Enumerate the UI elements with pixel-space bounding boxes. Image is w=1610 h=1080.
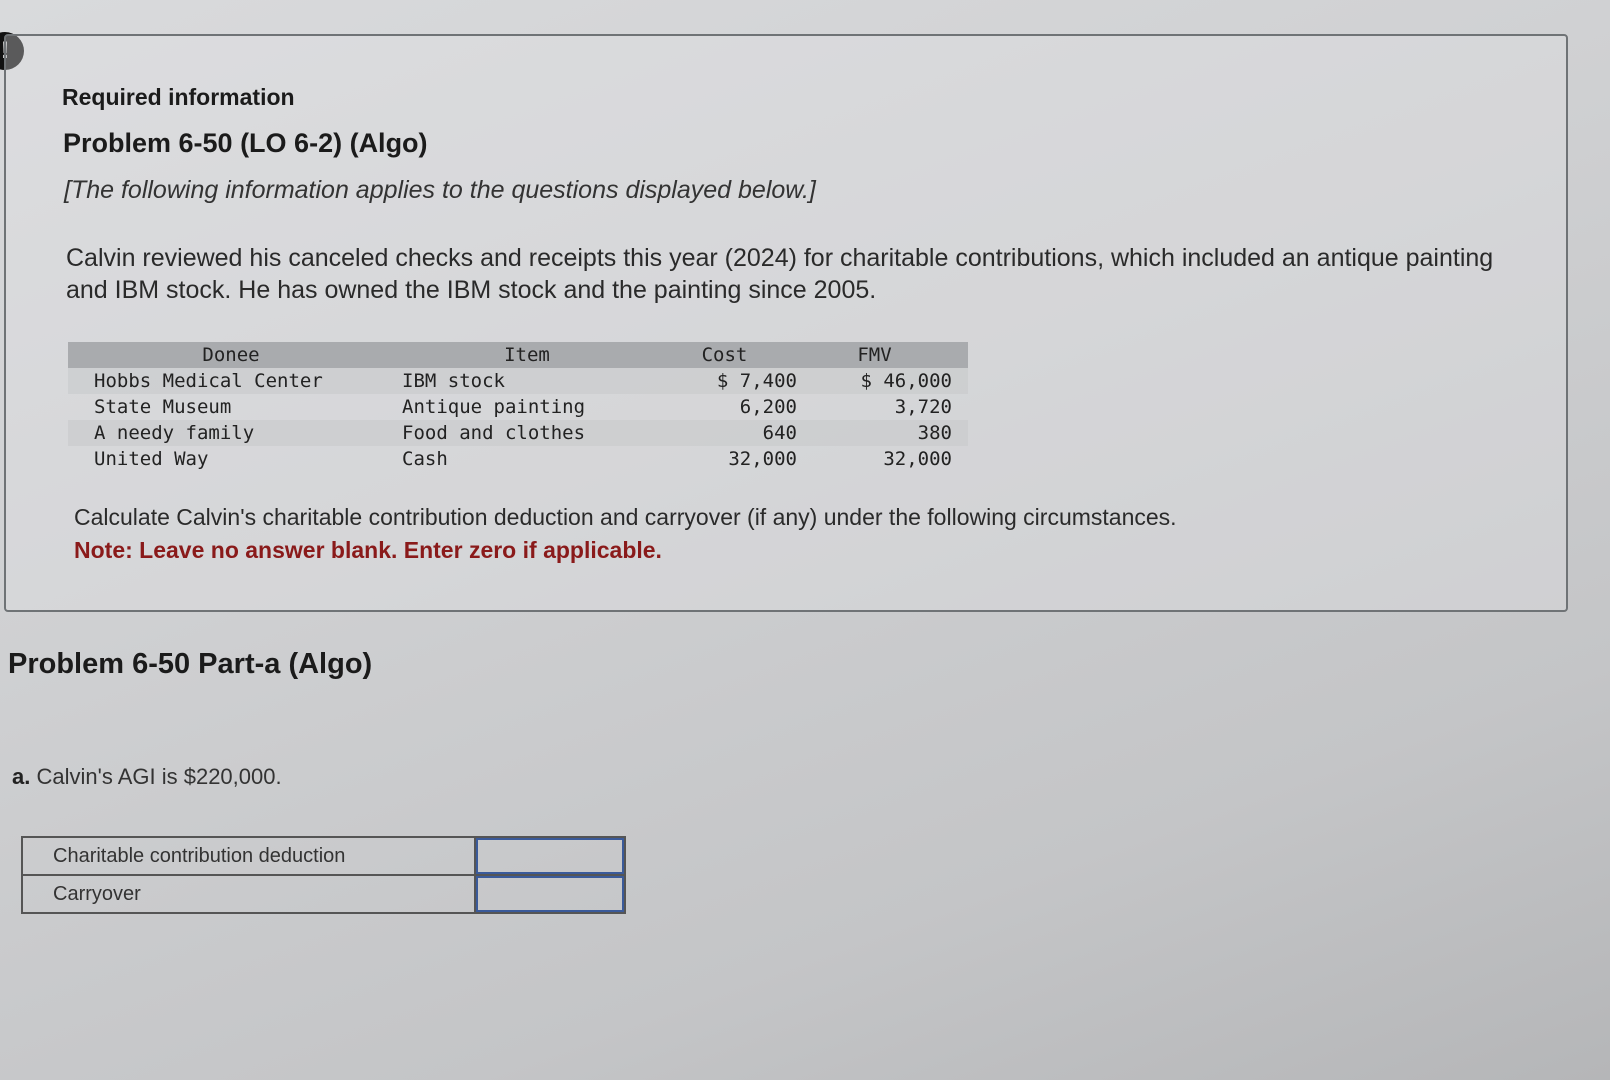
- cell-donee: State Museum: [94, 396, 232, 418]
- table-row: A needy family Food and clothes 640 380: [68, 420, 968, 446]
- cell-item: IBM stock: [394, 368, 652, 394]
- cell-donee: A needy family: [68, 420, 394, 446]
- cell-cost: 640: [652, 420, 797, 446]
- table-row: Hobbs Medical Center IBM stock $ 7,400 $…: [68, 368, 968, 394]
- header-fmv: FMV: [797, 342, 968, 368]
- cell-donee: Hobbs Medical Center: [68, 368, 394, 394]
- header-donee: Donee: [68, 342, 394, 368]
- question-letter: a.: [12, 764, 31, 789]
- problem-title: Problem 6-50 (LO 6-2) (Algo): [63, 128, 428, 158]
- cell-fmv: $ 46,000: [797, 368, 968, 394]
- table-header-row: Donee Item Cost FMV: [68, 342, 968, 368]
- cell-fmv: 380: [797, 420, 968, 446]
- cell-item: Antique painting: [402, 396, 586, 418]
- answer-row: Charitable contribution deduction: [21, 836, 626, 876]
- cell-fmv: 3,720: [894, 396, 952, 418]
- carryover-input[interactable]: [476, 876, 624, 912]
- cell-cost: 32,000: [728, 448, 797, 470]
- answer-table: Charitable contribution deduction Carryo…: [21, 836, 626, 914]
- part-title: Problem 6-50 Part-a (Algo): [8, 648, 373, 680]
- required-information-label: Required information: [62, 84, 295, 110]
- table-row: State Museum Antique painting 6,200 3,72…: [68, 394, 968, 420]
- cell-fmv: 32,000: [883, 448, 952, 470]
- applies-text: [The following information applies to th…: [64, 176, 816, 204]
- instruction-text: Calculate Calvin's charitable contributi…: [74, 504, 1177, 530]
- question-text: Calvin's AGI is $220,000.: [36, 764, 282, 789]
- question: a. Calvin's AGI is $220,000.: [12, 764, 282, 790]
- table-row: United Way Cash 32,000 32,000: [68, 446, 968, 472]
- contributions-table: Donee Item Cost FMV Hobbs Medical Center…: [68, 342, 968, 472]
- cell-item: Food and clothes: [394, 420, 652, 446]
- cell-item: Cash: [402, 448, 448, 470]
- cell-donee: United Way: [94, 448, 209, 470]
- deduction-label: Charitable contribution deduction: [21, 836, 476, 876]
- deduction-input[interactable]: [476, 838, 624, 874]
- cell-cost: $ 7,400: [652, 368, 797, 394]
- header-item: Item: [394, 342, 652, 368]
- answer-row: Carryover: [21, 874, 626, 914]
- carryover-label: Carryover: [21, 874, 476, 914]
- problem-description: Calvin reviewed his canceled checks and …: [66, 244, 1494, 304]
- note-text: Note: Leave no answer blank. Enter zero …: [74, 537, 662, 563]
- cell-cost: 6,200: [739, 396, 797, 418]
- header-cost: Cost: [652, 342, 797, 368]
- required-information-panel: [4, 34, 1568, 612]
